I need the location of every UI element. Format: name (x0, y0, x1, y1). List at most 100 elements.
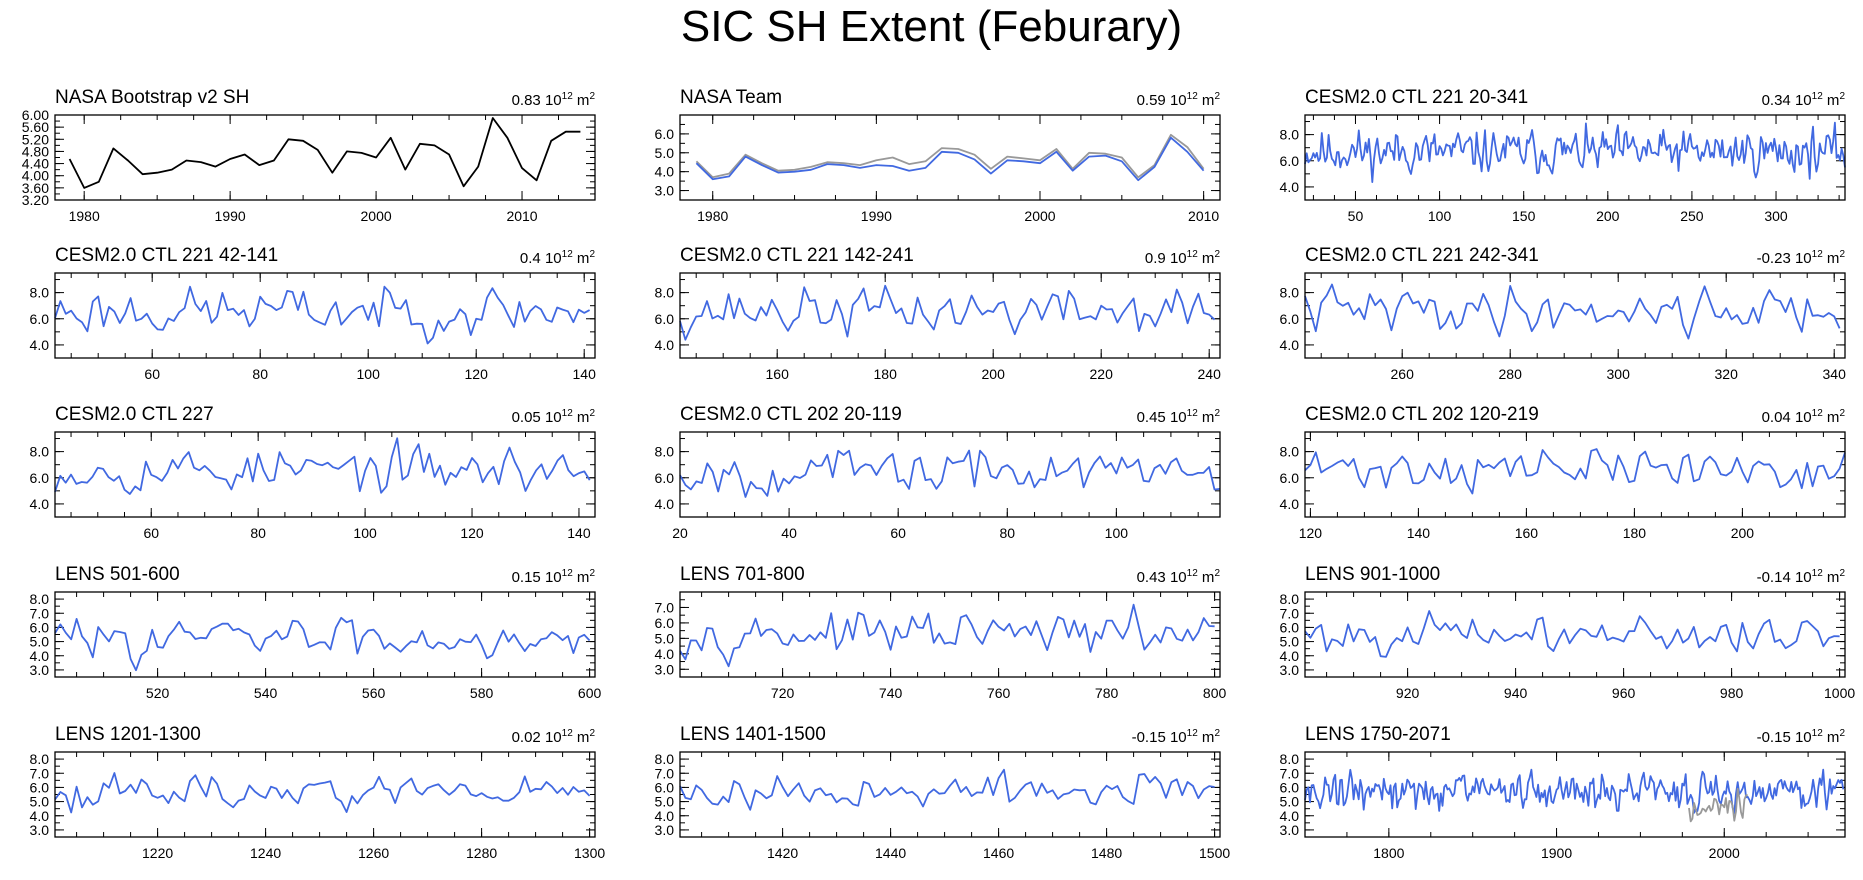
x-tick-label: 720 (771, 685, 795, 701)
y-tick-label: 4.0 (655, 496, 675, 512)
trend-unit-exponent: 12 (1186, 249, 1198, 260)
chart-panel: LENS 901-1000 -0.14 1012 m2 3.0 4.0 5.0 6.0 7.… (1280, 560, 1856, 707)
trend-unit-tail-exponent: 2 (589, 91, 595, 102)
panel-trend-label: 0.4 1012 m2 (520, 249, 595, 267)
trend-unit-tail-exponent: 2 (1839, 249, 1845, 260)
plot-area: 3.04.05.06.07.08.0 1420 1440 1460 1480 1500 (655, 751, 1231, 861)
panel-title: LENS 1750-2071 (1305, 724, 1451, 745)
trend-unit-tail-exponent: 2 (1214, 249, 1220, 260)
trend-unit: 10 (544, 92, 562, 109)
trend-unit: 10 (1794, 92, 1812, 109)
trend-unit-tail: m (1197, 92, 1215, 109)
panel-title: LENS 501-600 (55, 564, 180, 585)
chart-panel: LENS 1201-1300 0.02 1012 m2 3.0 4.0 5.0 6.0 7.… (30, 720, 606, 867)
x-tick-label: 340 (1823, 366, 1847, 382)
trend-unit-exponent: 12 (1811, 408, 1823, 419)
plot-frame (679, 591, 1221, 678)
x-tick-label: 560 (362, 685, 386, 701)
panel-trend-label: 0.04 1012 m2 (1762, 408, 1845, 426)
trend-unit-tail-exponent: 2 (1214, 728, 1220, 739)
chart-panel: CESM2.0 CTL 221 20-341 0.34 1012 m2 4.0 6.0… (1280, 83, 1846, 230)
plot-frame (54, 431, 596, 518)
x-tick-label: 240 (1198, 366, 1222, 382)
x-tick-label: 80 (999, 525, 1015, 541)
y-tick-label: 8.0 (1280, 591, 1300, 607)
chart-panel: LENS 1401-1500 -0.15 1012 m2 3.0 4.0 5.0 6.0 7… (655, 720, 1231, 867)
y-tick-label: 4.0 (1280, 496, 1300, 512)
plot-frame (679, 431, 1221, 518)
trend-unit-tail: m (1197, 409, 1215, 426)
y-tick-label: 5.0 (1280, 794, 1300, 810)
trend-unit: 10 (1794, 729, 1812, 746)
y-tick-label: 4.0 (655, 646, 675, 662)
y-tick-label: 6.0 (655, 615, 675, 631)
trend-unit-tail-exponent: 2 (1839, 91, 1845, 102)
x-tick-label: 140 (567, 525, 591, 541)
trend-value: 0.9 (1144, 250, 1170, 267)
trend-unit-exponent: 12 (1811, 568, 1823, 579)
x-tick-label: 160 (766, 366, 790, 382)
x-tick-label: 2010 (506, 208, 537, 224)
y-tick-label: 6.0 (1280, 153, 1300, 169)
x-tick-label: 800 (1203, 685, 1227, 701)
y-tick-label: 4.0 (655, 808, 675, 824)
trend-unit-exponent: 12 (561, 249, 573, 260)
chart-panel: CESM2.0 CTL 202 120-219 0.04 1012 m2 4.0 6.… (1280, 400, 1846, 547)
trend-unit-exponent: 12 (1186, 728, 1198, 739)
trend-value: 0.43 (1136, 569, 1170, 586)
trend-unit-tail-exponent: 2 (1839, 568, 1845, 579)
trend-unit: 10 (1169, 569, 1187, 586)
y-tick-label: 4.0 (655, 164, 675, 180)
plot-frame (1304, 591, 1846, 678)
x-tick-label: 1900 (1541, 845, 1572, 861)
y-tick-label: 3.0 (655, 822, 675, 838)
x-tick-label: 20 (672, 525, 688, 541)
x-tick-label: 60 (890, 525, 906, 541)
panel-trend-label: 0.59 1012 m2 (1137, 91, 1220, 109)
y-tick-label: 7.0 (655, 599, 675, 615)
trend-unit-tail-exponent: 2 (589, 728, 595, 739)
y-tick-label: 4.0 (30, 808, 50, 824)
x-tick-label: 1480 (1091, 845, 1122, 861)
chart-panel: CESM2.0 CTL 227 0.05 1012 m2 4.0 6.0 8.0 60 80… (30, 400, 596, 547)
trend-unit-tail: m (572, 409, 590, 426)
y-tick-label: 8.0 (655, 285, 675, 301)
y-tick-label: 6.00 (22, 107, 49, 123)
panel-title: CESM2.0 CTL 227 (55, 404, 214, 425)
x-tick-label: 940 (1504, 685, 1528, 701)
x-tick-label: 260 (1391, 366, 1415, 382)
y-tick-label: 3.20 (22, 192, 49, 208)
y-tick-label: 4.00 (22, 168, 49, 184)
trend-unit: 10 (1169, 729, 1187, 746)
x-tick-label: 760 (987, 685, 1011, 701)
series-line (679, 449, 1221, 498)
y-tick-label: 4.0 (1280, 179, 1300, 195)
plot-frame (54, 272, 596, 359)
series-line (1304, 610, 1840, 658)
y-tick-label: 6.0 (30, 779, 50, 795)
y-tick-label: 3.0 (1280, 822, 1300, 838)
trend-value: -0.15 (1131, 729, 1170, 746)
chart-panel: LENS 701-800 0.43 1012 m2 3.0 4.0 5.0 6.0 7.0 7… (655, 560, 1227, 707)
plot-area: 3.04.05.06.07.08.0 1800 1900 2000 (1280, 751, 1846, 861)
x-tick-label: 1990 (215, 208, 246, 224)
y-tick-label: 7.0 (1280, 605, 1300, 621)
x-tick-label: 140 (573, 366, 597, 382)
series-line (679, 284, 1216, 341)
x-tick-label: 520 (146, 685, 170, 701)
y-tick-label: 6.0 (655, 126, 675, 142)
plot-area: 3.04.05.06.07.08.0 920 940 960 980 1000 (1280, 591, 1856, 701)
trend-unit-tail: m (572, 569, 590, 586)
panel-trend-label: 0.15 1012 m2 (512, 568, 595, 586)
x-tick-label: 120 (460, 525, 484, 541)
x-tick-label: 60 (144, 366, 160, 382)
trend-unit-tail: m (1822, 569, 1840, 586)
figure-title: SIC SH Extent (Feburary) (680, 2, 1183, 51)
series-line (54, 616, 591, 672)
trend-unit-tail: m (1197, 569, 1215, 586)
trend-unit: 10 (544, 729, 562, 746)
panel-trend-label: -0.23 1012 m2 (1757, 249, 1845, 267)
plot-frame (1304, 114, 1846, 201)
x-tick-label: 1300 (574, 845, 605, 861)
series-line (1688, 787, 1748, 823)
